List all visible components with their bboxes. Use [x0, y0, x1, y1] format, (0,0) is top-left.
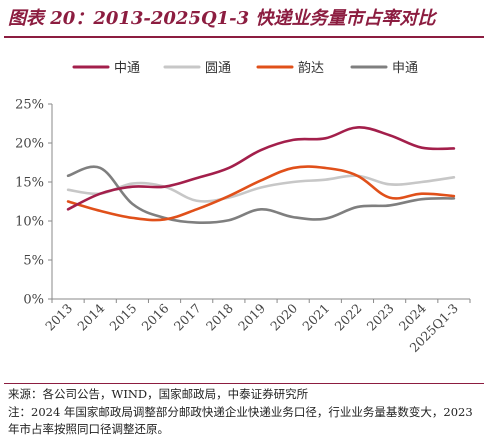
data-point [388, 196, 390, 198]
legend-item: 韵达 [256, 61, 324, 76]
x-tick-label: 2022 [331, 301, 364, 334]
data-point [292, 139, 294, 141]
x-tick-label: 2014 [74, 300, 107, 333]
data-point [260, 149, 262, 151]
data-point [228, 195, 230, 197]
x-tick-label: 2016 [139, 300, 172, 333]
legend-label: 圆通 [205, 61, 231, 76]
data-point [228, 167, 230, 169]
data-point [131, 203, 133, 205]
series-line-1 [66, 126, 456, 211]
data-point [421, 146, 423, 148]
y-tick-label: 10% [15, 215, 44, 230]
data-point [292, 181, 294, 183]
line-chart: 0% 5% 10% 15% 20% 25% 2013 2014 2015 2016 2017 2018… [15, 61, 471, 355]
data-point [453, 147, 455, 149]
data-point [163, 218, 165, 220]
x-tick-label: 2013 [42, 300, 75, 333]
data-point [453, 176, 455, 178]
data-point [67, 208, 69, 210]
chart-title: 图表 20：2013-2025Q1-3 快递业务量市占率对比 [8, 8, 436, 29]
data-point [324, 217, 326, 219]
data-point [163, 185, 165, 187]
legend-label: 韵达 [298, 61, 324, 76]
data-point [421, 198, 423, 200]
data-point [131, 182, 133, 184]
data-point [388, 204, 390, 206]
data-point [356, 206, 358, 208]
data-point [388, 134, 390, 136]
source-note: 来源：各公司公告，WIND，国家邮政局，中泰证券研究所 [8, 387, 309, 401]
x-tick-label: 2015 [106, 301, 139, 334]
y-tick-label: 25% [15, 98, 44, 113]
data-point [388, 183, 390, 185]
data-point [131, 185, 133, 187]
legend-item: 圆通 [163, 61, 231, 76]
footer-divider [4, 383, 484, 384]
data-point [292, 167, 294, 169]
data-point [67, 200, 69, 202]
series-line-2 [66, 174, 456, 203]
x-tick-label: 2021 [299, 301, 332, 334]
data-point [260, 208, 262, 210]
data-point [356, 175, 358, 177]
legend-item: 中通 [72, 61, 140, 76]
y-tick-label: 20% [15, 137, 44, 152]
series-line-3 [66, 165, 456, 222]
x-tick-label: 2020 [267, 300, 300, 333]
footnote: 注：2024 年国家邮政局调整部分邮政快递企业快递业务口径，行业业务量基数变大，… [8, 405, 473, 436]
series-line-4 [66, 165, 456, 225]
data-point [421, 193, 423, 195]
data-point [453, 197, 455, 199]
data-point [67, 189, 69, 191]
data-point [228, 219, 230, 221]
data-point [453, 195, 455, 197]
data-point [421, 181, 423, 183]
data-point [260, 186, 262, 188]
y-tick-label: 15% [15, 176, 44, 191]
legend-label: 申通 [392, 61, 418, 76]
data-point [99, 167, 101, 169]
data-point [356, 126, 358, 128]
legend-label: 中通 [114, 61, 140, 76]
title-divider [4, 36, 484, 38]
data-point [195, 177, 197, 179]
x-tick-label: 2018 [203, 300, 236, 333]
x-tick-label: 2017 [171, 300, 204, 333]
x-tick-label: 2019 [235, 300, 268, 333]
data-point [195, 221, 197, 223]
data-point [99, 210, 101, 212]
y-tick-label: 0% [23, 293, 44, 308]
data-point [195, 200, 197, 202]
data-point [324, 178, 326, 180]
data-point [324, 167, 326, 169]
legend-item: 申通 [350, 61, 418, 76]
y-tick-label: 5% [23, 254, 44, 269]
data-point [195, 208, 197, 210]
data-point [67, 175, 69, 177]
data-point [292, 216, 294, 218]
data-point [99, 193, 101, 195]
x-tick-label: 2023 [364, 300, 397, 333]
data-point [324, 137, 326, 139]
data-point [131, 217, 133, 219]
data-point [260, 179, 262, 181]
